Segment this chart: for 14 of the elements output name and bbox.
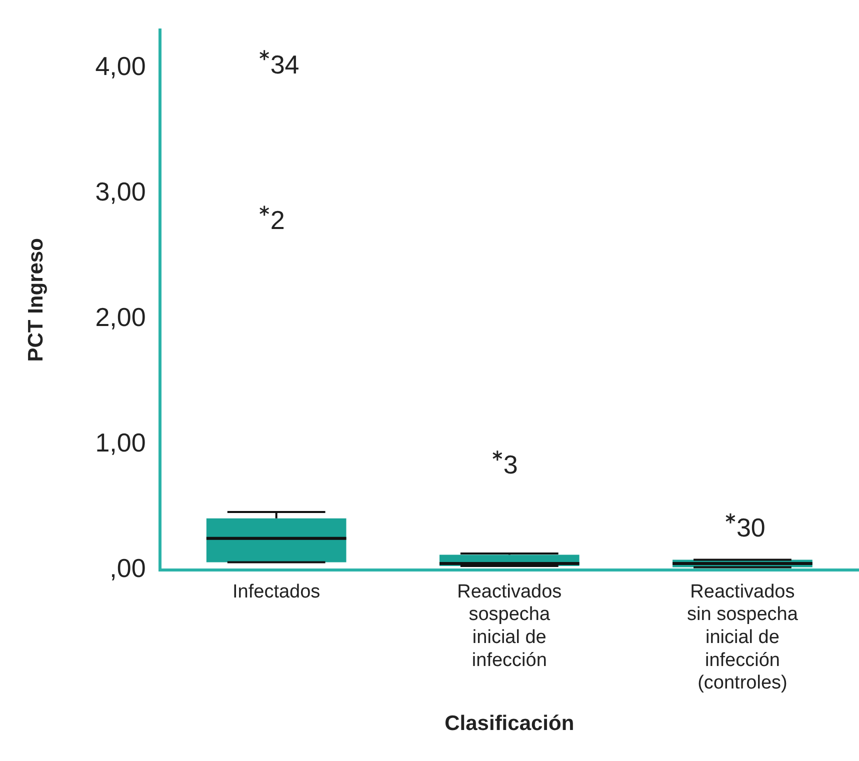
y-tick-label: 4,00	[95, 50, 146, 81]
y-tick-label: 1,00	[95, 427, 146, 458]
y-tick-label: 3,00	[95, 176, 146, 206]
y-axis-title: PCT Ingreso	[24, 238, 48, 362]
x-tick-label: Infectados	[232, 581, 320, 602]
y-tick-label: 2,00	[95, 302, 146, 332]
y-tick-label: ,00	[110, 552, 146, 583]
annotation: 34	[270, 49, 300, 80]
x-axis-title: Clasificación	[444, 712, 574, 736]
x-tick-label: Reactivados sospecha inicial de infección	[457, 581, 562, 671]
annotation: 3	[503, 450, 518, 480]
annotation: 2	[270, 204, 285, 235]
x-tick-label: Reactivados sin sospecha inicial de infección (controles)	[687, 581, 798, 694]
annotation: 30	[736, 512, 766, 543]
